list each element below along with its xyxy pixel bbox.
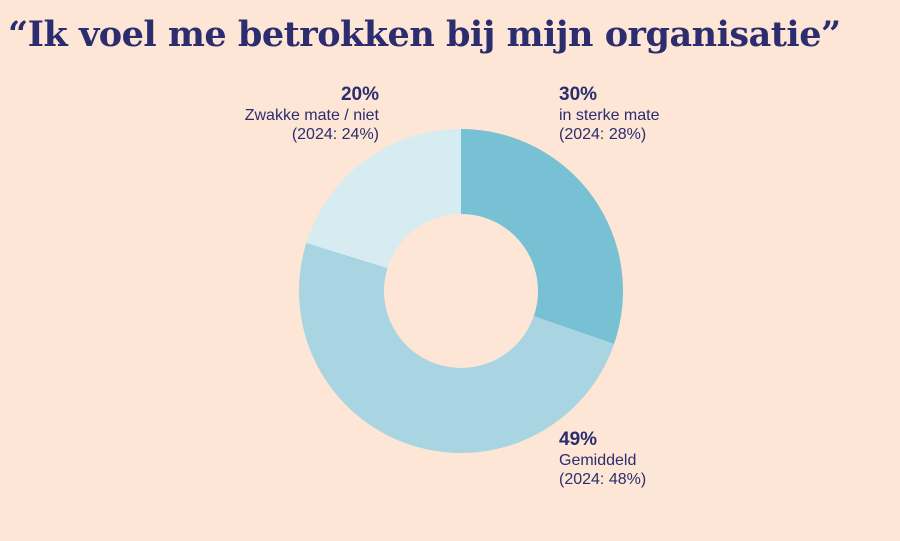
average-percentage: 49% xyxy=(559,429,598,450)
chart-title: “Ik voel me betrokken bij mijn organisat… xyxy=(8,14,841,55)
label-weak: 20% Zwakke mate / niet (2024: 24%) xyxy=(245,84,379,144)
label-average: 49% Gemiddeld (2024: 48%) xyxy=(559,429,646,489)
slice-weak xyxy=(306,129,461,269)
label-strong: 30% in sterke mate (2024: 28%) xyxy=(559,84,659,144)
weak-percentage: 20% xyxy=(340,84,379,105)
slice-average xyxy=(299,242,615,453)
strong-percentage: 30% xyxy=(559,84,598,105)
weak-previous: (2024: 24%) xyxy=(291,126,379,143)
weak-category: Zwakke mate / niet xyxy=(244,107,379,124)
slice-strong xyxy=(461,129,624,344)
strong-category: in sterke mate xyxy=(559,107,660,124)
average-previous: (2024: 48%) xyxy=(559,471,647,488)
strong-previous: (2024: 28%) xyxy=(559,126,647,143)
average-category: Gemiddeld xyxy=(559,452,637,469)
donut-slices xyxy=(299,129,624,453)
